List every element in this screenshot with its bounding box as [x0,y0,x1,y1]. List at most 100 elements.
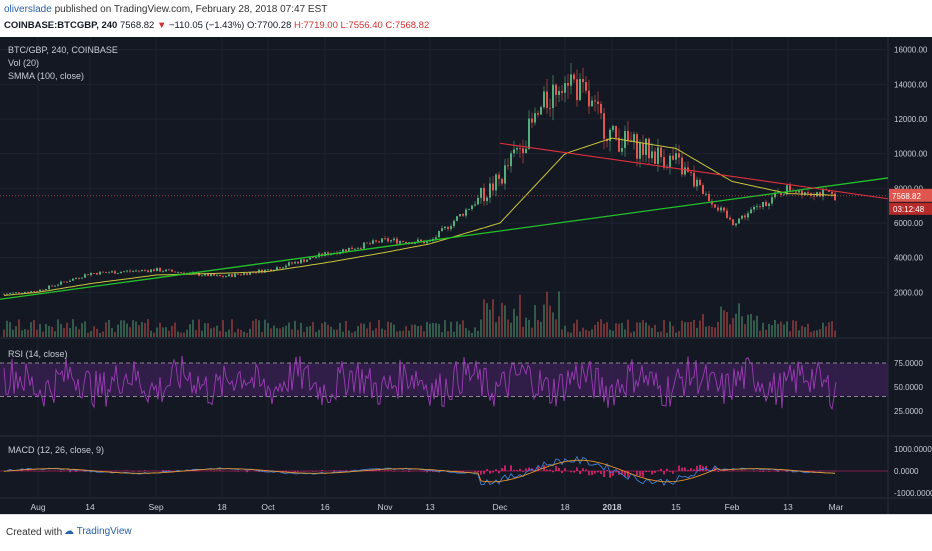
candle-body [615,126,617,138]
candle-body [96,273,98,274]
volume-bar [717,322,719,337]
volume-bar [60,324,62,337]
tradingview-logo[interactable]: ☁ TradingView [64,526,132,537]
volume-bar [675,333,677,337]
candle-body [660,147,662,157]
candle-body [585,82,587,91]
candle-body [789,185,791,190]
volume-bar [411,325,413,337]
chart-area[interactable]: 16000.0014000.0012000.0010000.008000.006… [0,37,932,514]
volume-bar [186,330,188,337]
resistance-trendline [500,143,888,198]
volume-bar [720,307,722,337]
volume-bar [174,323,176,337]
macd-histogram-bar [636,471,638,475]
volume-bar [45,324,47,337]
candle-body [372,240,374,243]
candle-body [201,275,203,276]
candle-body [486,198,488,202]
x-tick-label: 13 [425,502,435,512]
candle-body [603,113,605,139]
candle-body [33,291,35,292]
volume-bar [504,305,506,337]
candle-body [636,134,638,159]
macd-histogram-bar [690,468,692,471]
volume-bar [741,316,743,337]
volume-bar [393,325,395,337]
chart-svg[interactable]: 16000.0014000.0012000.0010000.008000.006… [0,37,932,514]
volume-bar [288,323,290,337]
volume-bar [723,310,725,337]
candle-body [93,273,95,274]
candle-body [165,270,167,272]
volume-bar [753,320,755,337]
x-tick-label: Nov [377,502,393,512]
volume-bar [147,319,149,337]
author-link[interactable]: oliverslade [4,4,52,15]
candle-body [504,165,506,183]
volume-bar [36,330,38,337]
symbol-label: COINBASE:BTCGBP, 240 [4,20,117,31]
volume-bar [807,324,809,337]
volume-bar [579,332,581,337]
volume-bar [225,332,227,337]
candle-body [120,272,122,273]
candle-body [291,262,293,263]
candle-body [738,219,740,224]
volume-bar [567,332,569,337]
volume-bar [213,328,215,337]
volume-bar [492,299,494,337]
candle-body [540,107,542,114]
volume-bar [93,326,95,337]
volume-bar [561,330,563,337]
candle-body [399,241,401,243]
volume-bar [87,333,89,337]
candle-body [624,131,626,148]
volume-bar [525,318,527,337]
candle-body [546,91,548,107]
candle-body [771,197,773,203]
volume-bar [243,332,245,337]
candle-body [735,223,737,225]
macd-histogram-bar [639,471,641,476]
volume-bar [306,327,308,337]
candle-body [759,206,761,207]
x-tick-label: 2018 [603,502,622,512]
candle-body [684,167,686,174]
volume-bar [219,331,221,337]
volume-bar [144,323,146,337]
volume-bar [426,322,428,337]
volume-bar [222,320,224,337]
volume-bar [453,332,455,337]
candle-body [51,286,53,287]
candle-body [456,216,458,221]
candle-body [552,85,554,108]
candle-body [834,194,836,201]
volume-bar [117,325,119,337]
candle-body [600,104,602,113]
candle-body [726,211,728,218]
volume-bar [435,323,437,337]
volume-bar [105,322,107,337]
volume-bar [702,314,704,337]
candle-body [492,183,494,190]
x-tick-label: Sep [148,502,163,512]
volume-bar [330,327,332,337]
volume-bar [678,331,680,337]
volume-bar [693,320,695,337]
volume-bar [165,327,167,337]
volume-bar [204,323,206,337]
candle-body [516,148,518,149]
volume-bar [726,312,728,337]
volume-bar [414,325,416,337]
volume-bar [711,327,713,337]
candle-body [351,248,353,249]
price-tick-label: 6000.00 [894,219,923,228]
volume-bar [633,332,635,337]
volume-bar [612,331,614,337]
volume-bar [201,331,203,337]
candle-body [360,248,362,249]
candle-body [795,191,797,192]
footer: Created with ☁ TradingView [0,514,932,551]
candle-body [246,273,248,275]
